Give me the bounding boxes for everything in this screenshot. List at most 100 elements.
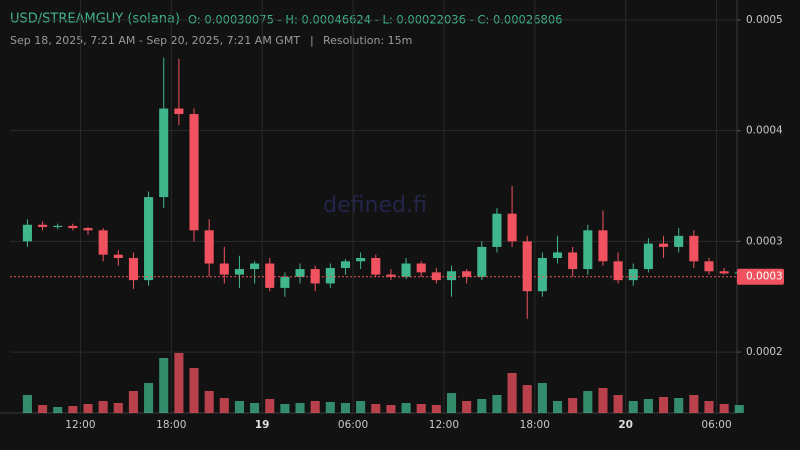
candle-body <box>113 254 123 258</box>
candle-body <box>22 224 32 242</box>
candle-body <box>83 228 93 231</box>
candle-body <box>98 230 108 255</box>
volume-bar <box>643 399 653 413</box>
y-tick-label: 0.0002 <box>746 346 783 358</box>
candle-body <box>234 269 245 275</box>
volume-bar <box>477 399 487 413</box>
x-tick-label: 19 <box>255 419 270 431</box>
candle-body <box>522 241 532 292</box>
volume-bar <box>98 401 108 413</box>
candle-body <box>416 263 426 273</box>
volume-bar <box>689 395 699 413</box>
volume-bar <box>204 391 214 413</box>
volume-bar <box>83 404 93 413</box>
x-tick-label: 06:00 <box>701 419 731 431</box>
candle-body <box>477 246 487 277</box>
candle-body <box>174 108 184 115</box>
y-tick-label: 0.0004 <box>746 125 783 137</box>
volume-bar <box>340 403 351 413</box>
candle-body <box>371 257 381 275</box>
volume-bar <box>568 398 578 413</box>
candle-body <box>507 213 517 242</box>
candle-body <box>38 224 48 227</box>
volume-bar <box>462 401 472 413</box>
volume-bar <box>113 403 123 413</box>
volume-bar <box>719 404 729 413</box>
volume-bar <box>174 353 184 413</box>
candle-body <box>462 271 472 277</box>
volume-bar <box>507 373 517 413</box>
volume-bar <box>628 401 638 413</box>
candle-body <box>340 261 351 268</box>
volume-bar <box>53 407 63 413</box>
candle-body <box>325 267 335 284</box>
candle-body <box>431 272 441 281</box>
candle-body <box>68 225 78 229</box>
volume-bar <box>658 397 669 413</box>
candle-body <box>204 230 214 264</box>
candle-body <box>628 269 638 281</box>
candle-body <box>280 276 290 288</box>
chart-title: USD/STREAMGUY (solana) <box>10 12 180 27</box>
candle-body <box>674 235 684 247</box>
candle-body <box>159 108 169 198</box>
candle-body <box>250 263 260 270</box>
volume-bar <box>704 401 714 413</box>
volume-bar <box>401 403 411 413</box>
volume-bar <box>128 391 138 413</box>
volume-bar <box>613 395 623 413</box>
volume-bar <box>598 388 608 413</box>
volume-bar <box>552 401 563 413</box>
volume-bar <box>416 404 426 413</box>
range-text: Sep 18, 2025, 7:21 AM - Sep 20, 2025, 7:… <box>10 34 300 47</box>
volume-bar <box>144 383 154 413</box>
candle-body <box>613 261 623 281</box>
volume-bar <box>250 403 260 413</box>
volume-bar <box>522 385 532 413</box>
volume-bar <box>265 399 275 413</box>
volume-bar <box>583 391 593 413</box>
candle-body <box>492 213 502 247</box>
candle-body <box>446 271 457 281</box>
x-tick-label: 18:00 <box>520 419 550 431</box>
x-tick-label: 20 <box>618 419 633 431</box>
candle-body <box>295 269 305 277</box>
volume-bar <box>371 404 381 413</box>
volume-bar <box>356 401 366 413</box>
candle-body <box>583 230 593 270</box>
volume-bar <box>431 405 441 413</box>
volume-bar <box>325 402 335 413</box>
volume-bar <box>189 368 199 413</box>
volume-bar <box>68 406 78 413</box>
volume-bar <box>38 405 48 413</box>
volume-bar <box>674 398 684 413</box>
volume-bar <box>537 383 547 413</box>
candle-body <box>704 261 714 272</box>
candle-body <box>386 274 396 277</box>
candle-body <box>356 257 366 262</box>
candle-body <box>719 271 729 274</box>
candle-body <box>658 243 669 247</box>
last-price-box <box>737 268 784 285</box>
volume-bar <box>22 395 32 413</box>
x-tick-label: 12:00 <box>65 419 95 431</box>
candle-body <box>265 263 275 288</box>
volume-bar <box>386 405 396 413</box>
y-tick-label: 0.0003 <box>746 235 783 247</box>
candle-body <box>552 252 563 258</box>
x-tick-label: 18:00 <box>156 419 186 431</box>
candle-body <box>189 114 199 231</box>
resolution-text: Resolution: 15m <box>323 34 412 47</box>
candle-body <box>219 263 229 275</box>
volume-bar <box>295 403 305 413</box>
volume-bar <box>219 398 229 413</box>
candle-body <box>568 252 578 270</box>
x-tick-label: 12:00 <box>429 419 459 431</box>
candle-body <box>401 263 411 277</box>
last-price-label: 0.0003 <box>746 271 783 283</box>
volume-bar <box>492 395 502 413</box>
candle-body <box>689 235 699 262</box>
x-tick-label: 06:00 <box>338 419 368 431</box>
